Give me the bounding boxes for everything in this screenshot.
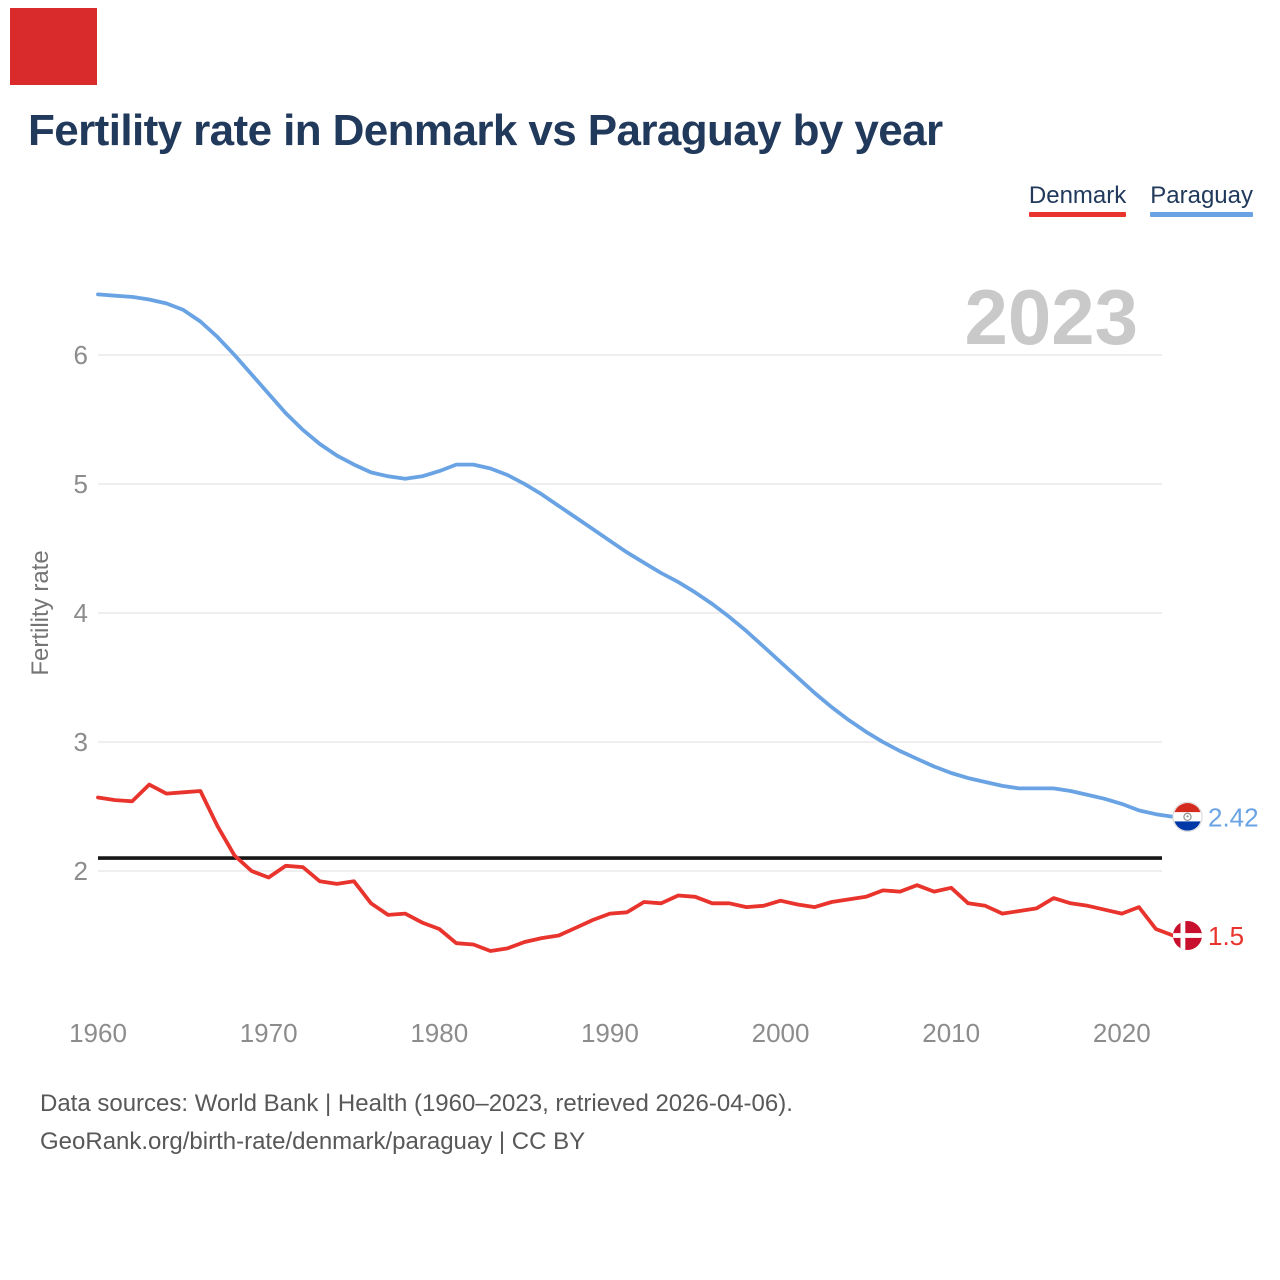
brand-logo-block [10,8,97,85]
footer-attribution-line: GeoRank.org/birth-rate/denmark/paraguay … [40,1128,586,1155]
legend-item-denmark[interactable]: Denmark [1028,182,1127,217]
y-tick-labels: 2 3 4 5 6 [74,340,88,886]
paraguay-flag-stripes [1173,803,1202,831]
paraguay-flag-badge [1172,801,1203,832]
series-line-denmark [96,782,1175,953]
x-tick-label-1990: 1990 [581,1018,639,1048]
footer-sources-line: Data sources: World Bank | Health (1960–… [40,1090,793,1117]
paraguay-end-value-label: 2.42 [1208,802,1259,832]
legend-underline-denmark [1028,212,1127,217]
legend-underline-paraguay [1150,212,1253,217]
gridlines-group [98,354,1162,872]
x-tick-label-2020: 2020 [1093,1018,1151,1048]
legend-label-denmark: Denmark [1028,182,1127,209]
series-line-paraguay [96,292,1175,819]
denmark-flag-badge [1173,921,1202,950]
denmark-flag-cross [1173,921,1202,950]
y-tick-label-3: 3 [74,727,88,757]
footer: Data sources: World Bank | Health (1960–… [40,1085,793,1161]
watermark-year: 2023 [964,273,1138,361]
y-tick-label-6: 6 [74,340,88,370]
x-tick-label-1970: 1970 [240,1018,298,1048]
y-axis-label: Fertility rate [27,550,54,675]
y-tick-label-2: 2 [74,856,88,886]
legend: Denmark Paraguay [1028,182,1253,217]
legend-label-paraguay: Paraguay [1150,182,1253,209]
x-tick-label-1980: 1980 [410,1018,468,1048]
x-tick-labels: 1960 1970 1980 1990 2000 2010 2020 [69,1018,1151,1048]
x-tick-label-2010: 2010 [922,1018,980,1048]
x-tick-label-2000: 2000 [752,1018,810,1048]
denmark-end-value-label: 1.5 [1208,921,1244,951]
series-lines-group [96,292,1175,953]
y-tick-label-5: 5 [74,469,88,499]
x-tick-label-1960: 1960 [69,1018,127,1048]
y-tick-label-4: 4 [74,598,88,628]
page-title: Fertility rate in Denmark vs Paraguay by… [28,106,943,155]
legend-item-paraguay[interactable]: Paraguay [1150,183,1253,217]
